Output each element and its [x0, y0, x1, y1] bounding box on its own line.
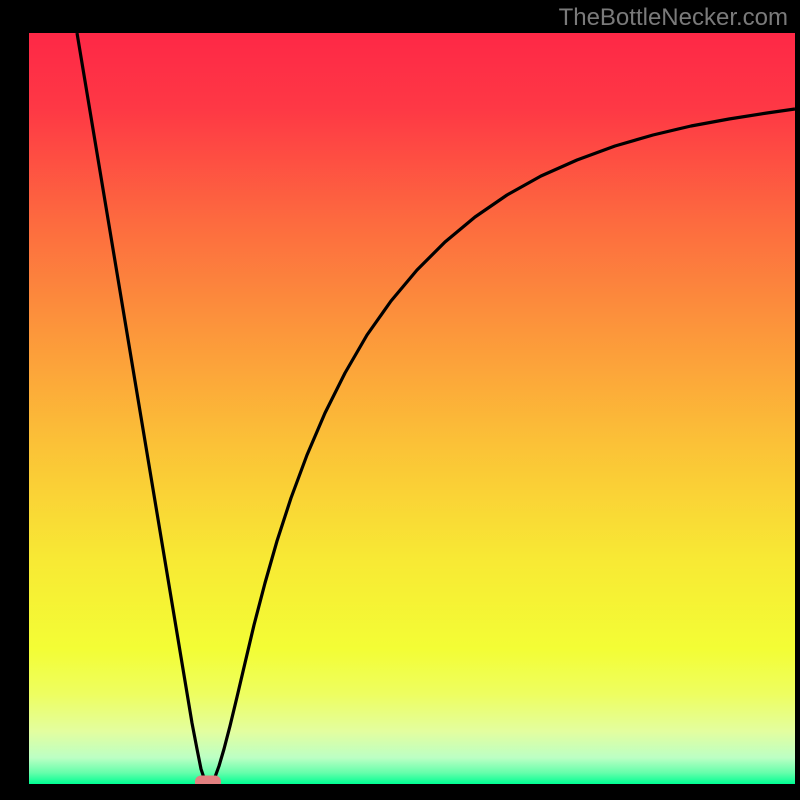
watermark-text: TheBottleNecker.com	[559, 4, 788, 32]
optimum-marker	[195, 776, 221, 785]
chart-frame	[29, 33, 795, 784]
plot-area	[29, 33, 795, 784]
gradient-background	[29, 33, 795, 784]
plot-svg	[29, 33, 795, 784]
